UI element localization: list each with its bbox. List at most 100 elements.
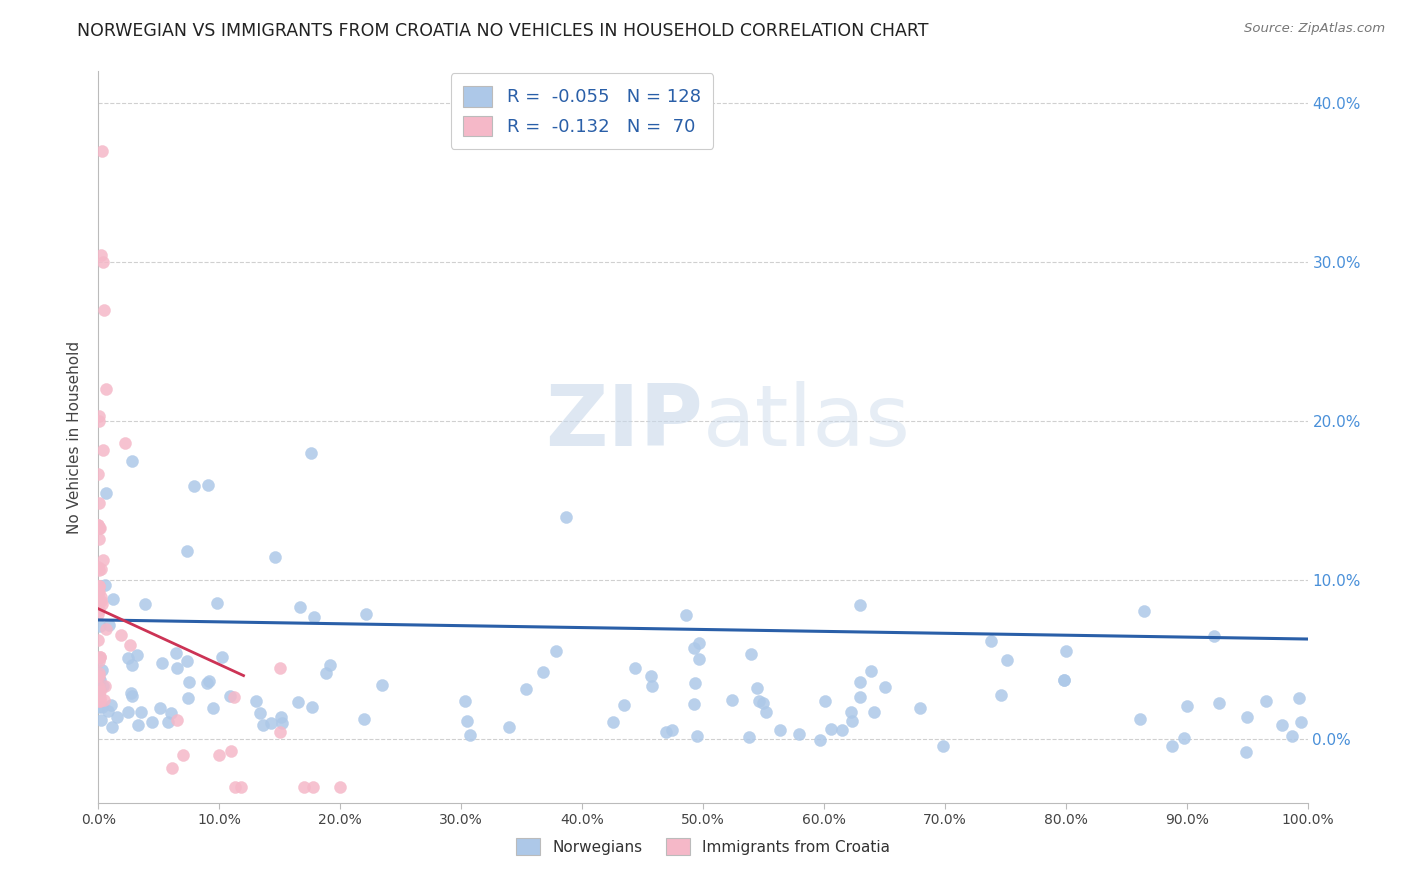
Point [91, 255, 114, 269]
Point [271, 716, 294, 731]
Point [1054, 644, 1077, 658]
Point [90, 248, 112, 262]
Point [149, 701, 172, 715]
Point [89, 521, 111, 535]
Point [87, 597, 110, 611]
Text: NORWEGIAN VS IMMIGRANTS FROM CROATIA NO VEHICLES IN HOUSEHOLD CORRELATION CHART: NORWEGIAN VS IMMIGRANTS FROM CROATIA NO … [77, 22, 929, 40]
Point [89, 688, 111, 702]
Point [849, 674, 872, 689]
Point [1202, 629, 1225, 643]
Point [720, 692, 742, 706]
Point [995, 653, 1018, 667]
Point [319, 657, 342, 672]
Point [89, 683, 111, 698]
Point [87, 467, 110, 482]
Point [87, 532, 110, 546]
Point [100, 720, 122, 734]
Point [602, 714, 624, 729]
Point [105, 709, 128, 723]
Point [127, 718, 149, 732]
Point [269, 725, 291, 739]
Point [224, 780, 246, 794]
Point [91, 598, 114, 612]
Point [229, 780, 252, 794]
Point [1129, 712, 1152, 726]
Point [87, 518, 110, 533]
Point [875, 681, 897, 695]
Point [97, 704, 120, 718]
Text: ZIP: ZIP [546, 381, 703, 464]
Point [89, 563, 111, 577]
Point [89, 694, 111, 708]
Point [87, 496, 110, 510]
Point [89, 409, 111, 423]
Point [683, 675, 706, 690]
Point [1173, 731, 1195, 746]
Point [252, 718, 274, 732]
Point [290, 600, 312, 615]
Point [172, 747, 194, 762]
Point [270, 710, 292, 724]
Point [1289, 715, 1312, 730]
Point [197, 477, 219, 491]
Point [91, 680, 114, 694]
Point [260, 715, 283, 730]
Point [89, 689, 111, 703]
Point [156, 714, 179, 729]
Point [150, 656, 173, 670]
Point [87, 668, 110, 682]
Point [841, 714, 863, 729]
Point [87, 607, 110, 621]
Point [613, 698, 636, 712]
Point [87, 692, 110, 706]
Point [980, 633, 1002, 648]
Point [162, 761, 184, 775]
Point [87, 693, 110, 707]
Point [515, 682, 537, 697]
Point [454, 694, 477, 708]
Point [93, 302, 115, 317]
Point [87, 650, 110, 665]
Point [682, 697, 704, 711]
Point [87, 559, 110, 574]
Point [96, 485, 118, 500]
Point [211, 650, 233, 665]
Point [460, 728, 482, 742]
Point [89, 618, 111, 632]
Y-axis label: No Vehicles in Household: No Vehicles in Household [67, 341, 83, 533]
Point [688, 636, 710, 650]
Point [292, 780, 315, 794]
Point [91, 144, 114, 158]
Point [654, 724, 676, 739]
Point [134, 597, 156, 611]
Text: Source: ZipAtlas.com: Source: ZipAtlas.com [1244, 22, 1385, 36]
Point [87, 518, 110, 533]
Point [820, 723, 842, 737]
Point [249, 706, 271, 720]
Point [1161, 739, 1184, 753]
Point [101, 591, 124, 606]
Point [87, 414, 110, 428]
Point [90, 594, 112, 608]
Point [114, 435, 136, 450]
Point [87, 685, 110, 699]
Point [89, 579, 111, 593]
Point [176, 543, 198, 558]
Point [87, 579, 110, 593]
Point [748, 693, 770, 707]
Point [848, 690, 870, 704]
Point [131, 706, 153, 720]
Point [745, 681, 768, 695]
Point [640, 669, 662, 683]
Point [125, 648, 148, 662]
Point [89, 650, 111, 665]
Point [302, 610, 325, 624]
Point [179, 675, 201, 690]
Point [183, 479, 205, 493]
Point [202, 701, 225, 715]
Point [87, 665, 110, 680]
Point [117, 705, 139, 719]
Point [787, 726, 810, 740]
Point [329, 780, 352, 794]
Point [908, 701, 931, 715]
